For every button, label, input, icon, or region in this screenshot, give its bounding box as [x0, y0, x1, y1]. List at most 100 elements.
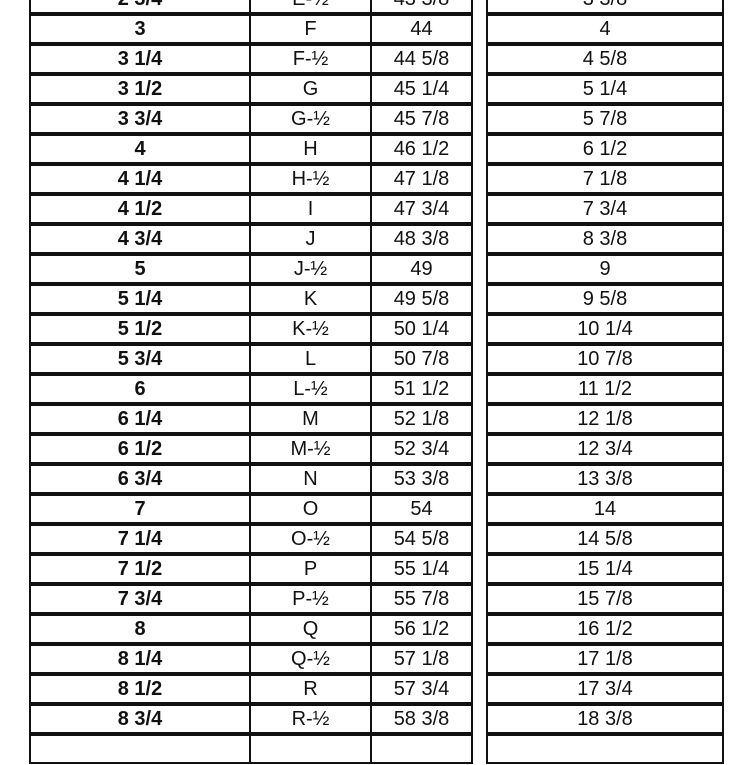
circumference-mm-cell: 49: [370, 254, 473, 284]
uk-size-cell: E-½: [249, 0, 372, 14]
us-size-cell: 8 1/4: [29, 644, 251, 674]
diameter-cell: 13 3/8: [486, 464, 724, 494]
us-size-cell: 4 1/2: [29, 194, 251, 224]
table-row: 8 1/4 Q-½ 57 1/8 17 1/8: [0, 644, 740, 675]
uk-size-cell: M-½: [249, 434, 372, 464]
circumference-mm-cell: 45 7/8: [370, 104, 473, 134]
uk-size-cell: M: [249, 404, 372, 434]
table-row: 7 1/4 O-½ 54 5/8 14 5/8: [0, 524, 740, 555]
us-size-cell: 3 1/4: [29, 44, 251, 74]
diameter-cell: 12 3/4: [486, 434, 724, 464]
table-row: 6 L-½ 51 1/2 11 1/2: [0, 374, 740, 405]
diameter-cell: 5 7/8: [486, 104, 724, 134]
table-row: 8 3/4 R-½ 58 3/8 18 3/8: [0, 704, 740, 735]
diameter-cell: 12 1/8: [486, 404, 724, 434]
table-row: 3 3/4 G-½ 45 7/8 5 7/8: [0, 104, 740, 135]
circumference-mm-cell: 47 3/4: [370, 194, 473, 224]
circumference-mm-cell: 54 5/8: [370, 524, 473, 554]
circumference-mm-cell: 44 5/8: [370, 44, 473, 74]
uk-size-cell: F: [249, 14, 372, 44]
uk-size-cell: O-½: [249, 524, 372, 554]
circumference-mm-cell: 51 1/2: [370, 374, 473, 404]
table-row: 4 H 46 1/2 6 1/2: [0, 134, 740, 165]
diameter-cell: 3 3/8: [486, 0, 724, 14]
diameter-cell: 9 5/8: [486, 284, 724, 314]
us-size-cell: 7: [29, 494, 251, 524]
circumference-mm-cell: 50 1/4: [370, 314, 473, 344]
circumference-mm-cell: 44: [370, 14, 473, 44]
circumference-mm-cell: 43 3/8: [370, 0, 473, 14]
uk-size-cell: L: [249, 344, 372, 374]
diameter-cell: 7 1/8: [486, 164, 724, 194]
table-row: 3 F 44 4: [0, 14, 740, 45]
diameter-cell: 17 1/8: [486, 644, 724, 674]
us-size-cell: 5 1/4: [29, 284, 251, 314]
table-row-partial: [0, 734, 740, 765]
diameter-cell: 4: [486, 14, 724, 44]
table-row: 4 1/4 H-½ 47 1/8 7 1/8: [0, 164, 740, 195]
uk-size-cell: I: [249, 194, 372, 224]
us-size-cell: 6 3/4: [29, 464, 251, 494]
diameter-cell: 18 3/8: [486, 704, 724, 734]
circumference-mm-cell: 47 1/8: [370, 164, 473, 194]
us-size-cell: 6: [29, 374, 251, 404]
us-size-cell: 4 3/4: [29, 224, 251, 254]
circumference-mm-cell: 46 1/2: [370, 134, 473, 164]
diameter-cell: 11 1/2: [486, 374, 724, 404]
us-size-cell: 6 1/2: [29, 434, 251, 464]
uk-size-cell: [249, 734, 372, 764]
uk-size-cell: P: [249, 554, 372, 584]
diameter-cell: 5 1/4: [486, 74, 724, 104]
diameter-cell: 7 3/4: [486, 194, 724, 224]
uk-size-cell: Q: [249, 614, 372, 644]
uk-size-cell: J: [249, 224, 372, 254]
table-row: 6 1/2 M-½ 52 3/4 12 3/4: [0, 434, 740, 465]
us-size-cell: 2 3/4: [29, 0, 251, 14]
table-row: 3 1/4 F-½ 44 5/8 4 5/8: [0, 44, 740, 75]
uk-size-cell: F-½: [249, 44, 372, 74]
us-size-cell: 5 3/4: [29, 344, 251, 374]
table-row: 6 1/4 M 52 1/8 12 1/8: [0, 404, 740, 435]
circumference-mm-cell: 57 3/4: [370, 674, 473, 704]
table-row: 4 1/2 I 47 3/4 7 3/4: [0, 194, 740, 225]
uk-size-cell: R-½: [249, 704, 372, 734]
table-row: 3 1/2 G 45 1/4 5 1/4: [0, 74, 740, 105]
table-row: 8 Q 56 1/2 16 1/2: [0, 614, 740, 645]
us-size-cell: [29, 734, 251, 764]
diameter-cell: 16 1/2: [486, 614, 724, 644]
diameter-cell: 10 1/4: [486, 314, 724, 344]
uk-size-cell: K-½: [249, 314, 372, 344]
diameter-cell: 9: [486, 254, 724, 284]
uk-size-cell: G: [249, 74, 372, 104]
uk-size-cell: L-½: [249, 374, 372, 404]
diameter-cell: 17 3/4: [486, 674, 724, 704]
uk-size-cell: N: [249, 464, 372, 494]
us-size-cell: 5: [29, 254, 251, 284]
table-row: 5 J-½ 49 9: [0, 254, 740, 285]
circumference-mm-cell: 53 3/8: [370, 464, 473, 494]
us-size-cell: 7 1/4: [29, 524, 251, 554]
table-row: 5 1/4 K 49 5/8 9 5/8: [0, 284, 740, 315]
uk-size-cell: K: [249, 284, 372, 314]
table-row: 7 1/2 P 55 1/4 15 1/4: [0, 554, 740, 585]
table-row: 5 1/2 K-½ 50 1/4 10 1/4: [0, 314, 740, 345]
diameter-cell: 4 5/8: [486, 44, 724, 74]
table-row: 8 1/2 R 57 3/4 17 3/4: [0, 674, 740, 705]
diameter-cell: 15 1/4: [486, 554, 724, 584]
uk-size-cell: G-½: [249, 104, 372, 134]
circumference-mm-cell: 49 5/8: [370, 284, 473, 314]
circumference-mm-cell: 48 3/8: [370, 224, 473, 254]
table-row: 5 3/4 L 50 7/8 10 7/8: [0, 344, 740, 375]
circumference-mm-cell: [370, 734, 473, 764]
diameter-cell: 6 1/2: [486, 134, 724, 164]
us-size-cell: 8 1/2: [29, 674, 251, 704]
circumference-mm-cell: 45 1/4: [370, 74, 473, 104]
diameter-cell: [486, 734, 724, 764]
circumference-mm-cell: 52 3/4: [370, 434, 473, 464]
us-size-cell: 7 3/4: [29, 584, 251, 614]
circumference-mm-cell: 57 1/8: [370, 644, 473, 674]
us-size-cell: 7 1/2: [29, 554, 251, 584]
us-size-cell: 5 1/2: [29, 314, 251, 344]
uk-size-cell: R: [249, 674, 372, 704]
us-size-cell: 8: [29, 614, 251, 644]
